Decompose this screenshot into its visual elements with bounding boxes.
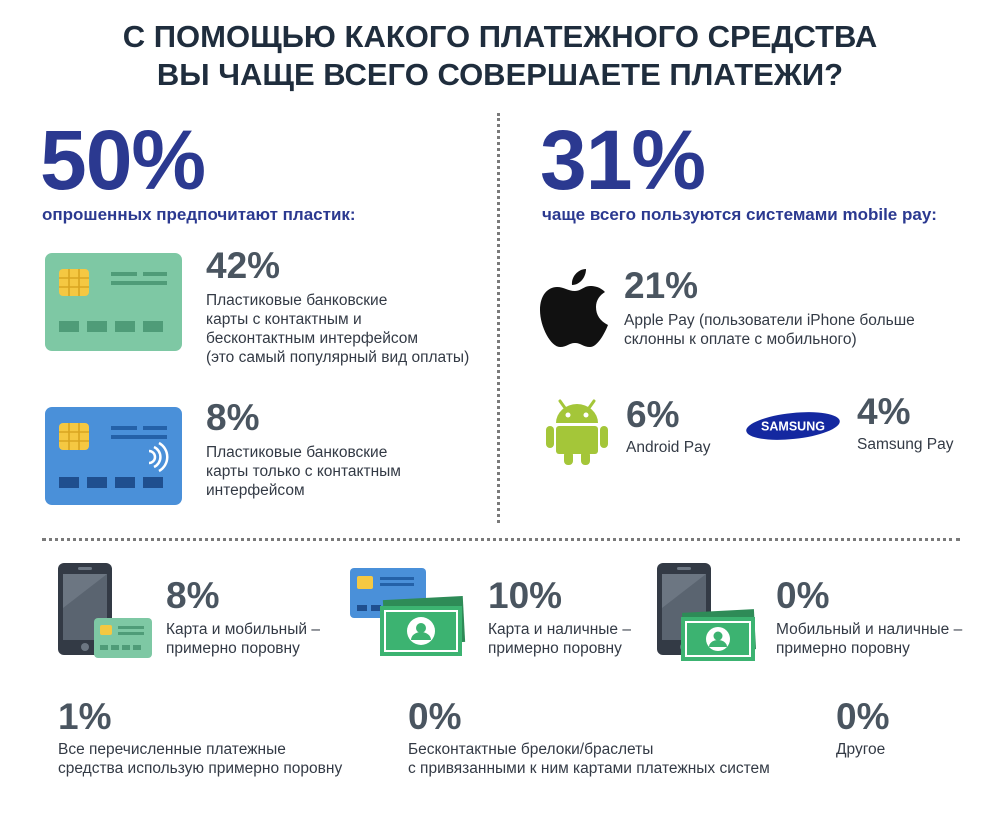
- desc-line: примерно поровну: [488, 640, 622, 657]
- card-cash-description: Карта и наличные – примерно поровну: [488, 620, 631, 658]
- mobile-cash-percent: 0%: [776, 575, 830, 616]
- other-percent: 0%: [836, 696, 890, 737]
- desc-line: Все перечисленные платежные: [58, 741, 286, 758]
- desc-line: Apple Pay (пользователи iPhone больше: [624, 312, 915, 329]
- phone-and-card-icon: [58, 563, 154, 663]
- samsung-pay-label: Samsung Pay: [857, 436, 954, 453]
- credit-card-contactless-icon: [45, 407, 182, 505]
- desc-line: примерно поровну: [776, 640, 910, 657]
- title-line-2: ВЫ ЧАЩЕ ВСЕГО СОВЕРШАЕТЕ ПЛАТЕЖИ?: [156, 57, 844, 92]
- horizontal-divider: [42, 538, 960, 541]
- desc-line: интерфейсом: [206, 482, 305, 499]
- apple-pay-description: Apple Pay (пользователи iPhone больше ск…: [624, 311, 915, 349]
- desc-line: Бесконтактные брелоки/браслеты: [408, 741, 654, 758]
- svg-text:SAMSUNG: SAMSUNG: [761, 420, 825, 434]
- card-mobile-percent: 8%: [166, 575, 220, 616]
- android-robot-icon: [546, 393, 608, 465]
- desc-line: Карта и мобильный –: [166, 621, 320, 638]
- desc-line: Пластиковые банковские: [206, 444, 388, 461]
- contact-card-percent: 8%: [206, 397, 260, 438]
- card-cash-percent: 10%: [488, 575, 563, 616]
- all-equally-description: Все перечисленные платежные средства исп…: [58, 740, 342, 778]
- card-mobile-description: Карта и мобильный – примерно поровну: [166, 620, 320, 658]
- card-and-cash-icon: [350, 568, 466, 662]
- samsung-logo-icon: SAMSUNG: [745, 411, 841, 441]
- credit-card-green-icon: [45, 253, 182, 351]
- desc-line: примерно поровну: [166, 640, 300, 657]
- samsung-pay-percent: 4%: [857, 391, 911, 432]
- android-pay-label: Android Pay: [626, 439, 711, 456]
- desc-line: Карта и наличные –: [488, 621, 631, 638]
- android-pay-percent: 6%: [626, 394, 680, 435]
- apple-logo-icon: [540, 265, 610, 349]
- phone-and-cash-icon: [657, 563, 757, 663]
- keyfob-percent: 0%: [408, 696, 462, 737]
- desc-line: Другое: [836, 741, 886, 758]
- other-description: Другое: [836, 740, 885, 759]
- contactless-card-description: Пластиковые банковские карты с контактны…: [206, 291, 469, 367]
- vertical-divider: [497, 113, 500, 523]
- desc-line: Мобильный и наличные –: [776, 621, 963, 638]
- desc-line: Пластиковые банковские: [206, 292, 388, 309]
- contactless-card-percent: 42%: [206, 245, 281, 286]
- desc-line: склонны к оплате с мобильного): [624, 331, 857, 348]
- title-line-1: С ПОМОЩЬЮ КАКОГО ПЛАТЕЖНОГО СРЕДСТВА: [122, 19, 878, 54]
- plastic-total-percent: 50%: [40, 113, 206, 207]
- apple-pay-percent: 21%: [624, 265, 699, 306]
- desc-line: карты только с контактным: [206, 463, 401, 480]
- desc-line: карты с контактным и: [206, 311, 362, 328]
- desc-line: средства использую примерно поровну: [58, 760, 343, 777]
- contact-card-description: Пластиковые банковские карты только с ко…: [206, 443, 401, 500]
- page-title: С ПОМОЩЬЮ КАКОГО ПЛАТЕЖНОГО СРЕДСТВА ВЫ …: [0, 18, 1000, 94]
- all-equally-percent: 1%: [58, 696, 112, 737]
- desc-line: бесконтактным интерфейсом: [206, 330, 419, 347]
- mobile-cash-description: Мобильный и наличные – примерно поровну: [776, 620, 962, 658]
- keyfob-description: Бесконтактные брелоки/браслеты с привяза…: [408, 740, 770, 778]
- mobile-pay-lead-text: чаще всего пользуются системами mobile p…: [542, 205, 937, 224]
- desc-line: с привязанными к ним картами платежных с…: [408, 760, 770, 777]
- desc-line: (это самый популярный вид оплаты): [206, 349, 470, 366]
- plastic-lead-text: опрошенных предпочитают пластик:: [42, 205, 356, 224]
- mobile-pay-total-percent: 31%: [540, 113, 706, 207]
